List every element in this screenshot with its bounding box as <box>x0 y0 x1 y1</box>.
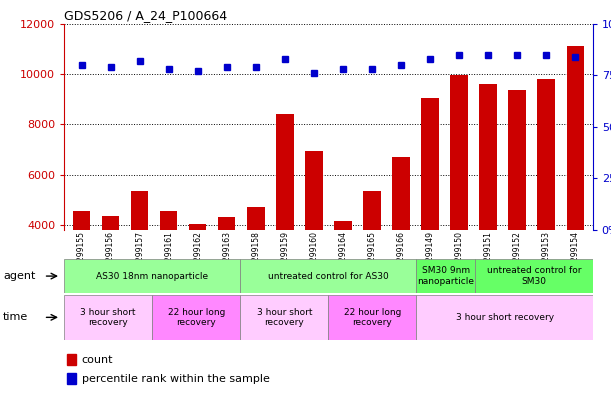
Text: agent: agent <box>3 271 35 281</box>
Bar <box>276 114 293 325</box>
Text: SM30 9nm
nanoparticle: SM30 9nm nanoparticle <box>417 266 474 286</box>
Text: 22 hour long
recovery: 22 hour long recovery <box>344 308 401 327</box>
Text: 3 hour short
recovery: 3 hour short recovery <box>81 308 136 327</box>
Bar <box>67 354 76 365</box>
Bar <box>240 295 329 340</box>
Text: untreated control for
SM30: untreated control for SM30 <box>487 266 581 286</box>
Bar <box>392 157 410 325</box>
Text: GDS5206 / A_24_P100664: GDS5206 / A_24_P100664 <box>64 9 227 22</box>
Bar <box>67 373 76 384</box>
Text: 3 hour short recovery: 3 hour short recovery <box>456 313 554 322</box>
Bar <box>334 221 352 325</box>
Text: count: count <box>82 355 113 365</box>
Bar <box>64 259 240 293</box>
Bar <box>240 259 417 293</box>
Bar <box>538 79 555 325</box>
Bar <box>152 295 240 340</box>
Bar <box>364 191 381 325</box>
Text: percentile rank within the sample: percentile rank within the sample <box>82 374 269 384</box>
Text: 22 hour long
recovery: 22 hour long recovery <box>167 308 225 327</box>
Bar <box>417 259 475 293</box>
Bar <box>422 98 439 325</box>
Bar <box>480 84 497 325</box>
Bar <box>102 216 119 325</box>
Bar <box>160 211 177 325</box>
Bar <box>189 224 207 325</box>
Text: 3 hour short
recovery: 3 hour short recovery <box>257 308 312 327</box>
Bar <box>508 90 526 325</box>
Bar <box>450 75 468 325</box>
Text: time: time <box>3 312 28 322</box>
Bar <box>131 191 148 325</box>
Text: AS30 18nm nanoparticle: AS30 18nm nanoparticle <box>96 272 208 281</box>
Bar <box>73 211 90 325</box>
Bar <box>566 46 584 325</box>
Bar <box>329 295 417 340</box>
Bar <box>247 207 265 325</box>
Bar <box>218 217 235 325</box>
Bar <box>305 151 323 325</box>
Bar <box>417 295 593 340</box>
Bar <box>64 295 152 340</box>
Text: untreated control for AS30: untreated control for AS30 <box>268 272 389 281</box>
Bar <box>475 259 593 293</box>
